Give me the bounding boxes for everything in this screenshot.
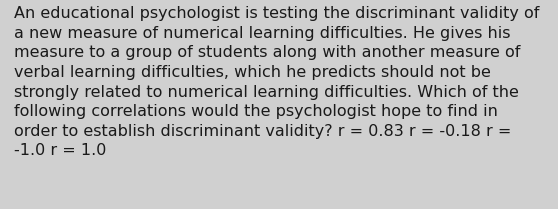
- Text: An educational psychologist is testing the discriminant validity of
a new measur: An educational psychologist is testing t…: [14, 6, 540, 158]
